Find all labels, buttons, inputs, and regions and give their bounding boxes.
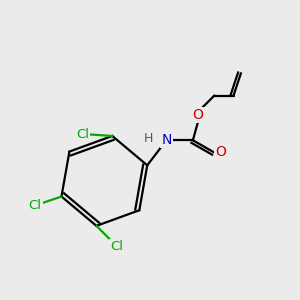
Text: Cl: Cl (110, 240, 124, 253)
Text: Cl: Cl (76, 128, 89, 141)
Text: O: O (193, 108, 204, 122)
Text: Cl: Cl (28, 199, 41, 212)
Text: H: H (143, 132, 153, 145)
Text: N: N (161, 133, 172, 147)
Text: O: O (215, 145, 226, 159)
